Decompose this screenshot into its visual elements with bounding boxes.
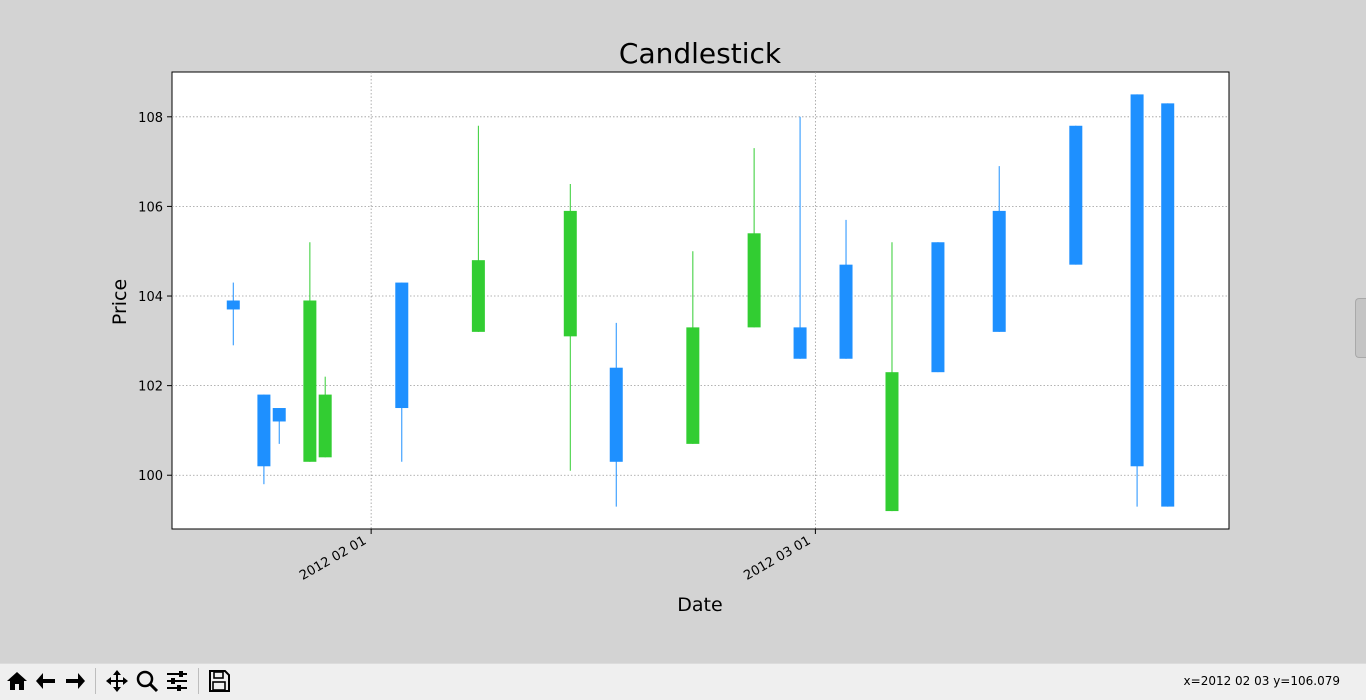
x-axis-ticks: 2012 02 01 2012 03 01: [297, 529, 816, 584]
candlestick: [686, 251, 700, 444]
candle-body: [609, 367, 623, 462]
candlestick: [257, 394, 271, 485]
chart-title: Candlestick: [619, 37, 782, 70]
candlestick: [272, 408, 286, 444]
candle-body: [395, 282, 409, 409]
candle-body: [793, 327, 807, 359]
candlestick: [747, 148, 761, 328]
y-axis-label: Price: [109, 279, 131, 325]
candlestick: [303, 242, 317, 462]
candlestick: [471, 125, 485, 332]
y-tick-label: 108: [138, 111, 163, 126]
candlestick: [226, 282, 240, 346]
candlestick: [1130, 94, 1144, 507]
candlestick: [992, 166, 1006, 332]
x-tick-label: 2012 03 01: [741, 533, 813, 583]
y-tick-label: 104: [138, 290, 163, 305]
sliders-icon: [167, 671, 187, 691]
candle-body: [747, 233, 761, 328]
candlestick: [793, 116, 807, 359]
navigation-toolbar: x=2012 02 03 y=106.079: [0, 663, 1366, 700]
candle-body: [686, 327, 700, 444]
candle-body: [318, 394, 332, 458]
cursor-coordinates: x=2012 02 03 y=106.079: [1183, 674, 1340, 688]
arrow-left-icon: [36, 673, 55, 689]
candlestick: [885, 242, 899, 512]
candle-body: [471, 260, 485, 332]
scrollbar-handle[interactable]: [1355, 298, 1366, 358]
magnifier-icon: [136, 670, 159, 693]
floppy-disk-icon: [209, 670, 230, 692]
candle-body: [257, 394, 271, 467]
y-tick-label: 100: [138, 469, 163, 484]
x-tick-label: 2012 02 01: [297, 533, 369, 583]
candlestick: [931, 242, 945, 373]
plot-area[interactable]: [171, 71, 1230, 530]
candlestick: [1069, 125, 1083, 265]
candle-body: [272, 408, 286, 422]
grid: [172, 72, 1229, 529]
candle-body: [1130, 94, 1144, 467]
pan-button[interactable]: [103, 667, 131, 695]
candles: [226, 94, 1175, 512]
candlestick: [1161, 103, 1175, 507]
candle-body: [992, 210, 1006, 332]
y-tick-label: 106: [138, 200, 163, 215]
y-axis-ticks: 100 102 104 106 108: [138, 111, 172, 484]
save-button[interactable]: [205, 667, 233, 695]
home-button[interactable]: [3, 667, 31, 695]
candle-body: [1069, 125, 1083, 265]
home-icon: [7, 672, 27, 690]
zoom-button[interactable]: [133, 667, 161, 695]
candle-body: [303, 300, 317, 462]
candlestick: [563, 184, 577, 471]
candle-body: [839, 264, 853, 359]
candle-body: [931, 242, 945, 373]
candlestick: [318, 376, 332, 458]
configure-subplots-button[interactable]: [163, 667, 191, 695]
back-button[interactable]: [32, 667, 60, 695]
forward-button[interactable]: [61, 667, 89, 695]
candle-body: [885, 372, 899, 512]
candlestick: [839, 219, 853, 359]
candle-body: [1161, 103, 1175, 507]
x-axis-label: Date: [677, 594, 722, 616]
move-icon: [106, 670, 128, 692]
y-tick-label: 102: [138, 380, 163, 395]
candle-body: [226, 300, 240, 310]
candlestick: [609, 322, 623, 507]
arrow-right-icon: [66, 673, 85, 689]
candlestick: [395, 282, 409, 462]
candle-body: [563, 210, 577, 337]
